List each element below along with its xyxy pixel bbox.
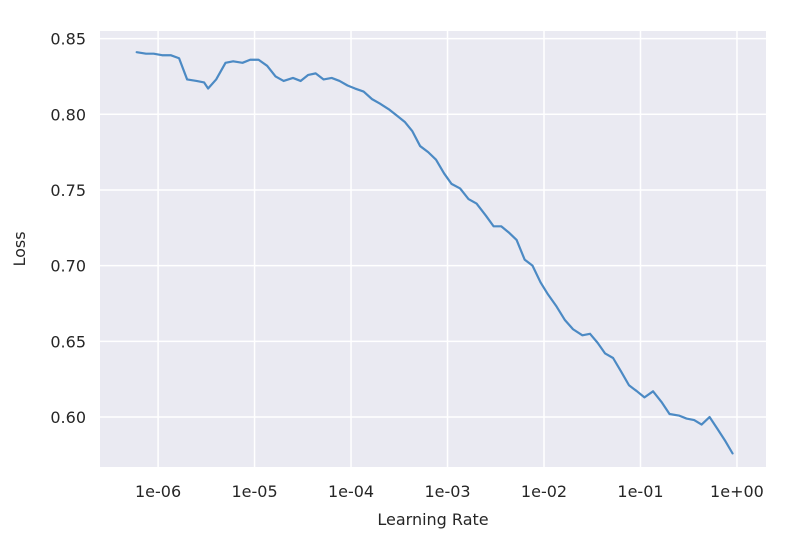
x-tick-label: 1e+00 — [710, 482, 764, 501]
plot-background — [100, 31, 766, 467]
y-tick-label: 0.85 — [50, 30, 86, 49]
y-tick-label: 0.70 — [50, 257, 86, 276]
y-axis-label: Loss — [10, 231, 29, 266]
y-tick-label: 0.75 — [50, 181, 86, 200]
x-tick-label: 1e-04 — [328, 482, 374, 501]
x-axis-label: Learning Rate — [377, 510, 488, 529]
x-tick-labels: 1e-06 1e-05 1e-04 1e-03 1e-02 1e-01 1e+00 — [135, 482, 764, 501]
x-tick-label: 1e-03 — [424, 482, 470, 501]
loss-series-line — [135, 51, 734, 455]
grid-lines — [100, 31, 766, 467]
y-tick-label: 0.60 — [50, 408, 86, 427]
y-tick-labels: 0.60 0.65 0.70 0.75 0.80 0.85 — [50, 30, 86, 427]
y-tick-label: 0.65 — [50, 332, 86, 351]
x-tick-label: 1e-01 — [617, 482, 663, 501]
y-tick-label: 0.80 — [50, 105, 86, 124]
x-tick-label: 1e-05 — [231, 482, 277, 501]
x-tick-label: 1e-02 — [521, 482, 567, 501]
x-tick-label: 1e-06 — [135, 482, 181, 501]
